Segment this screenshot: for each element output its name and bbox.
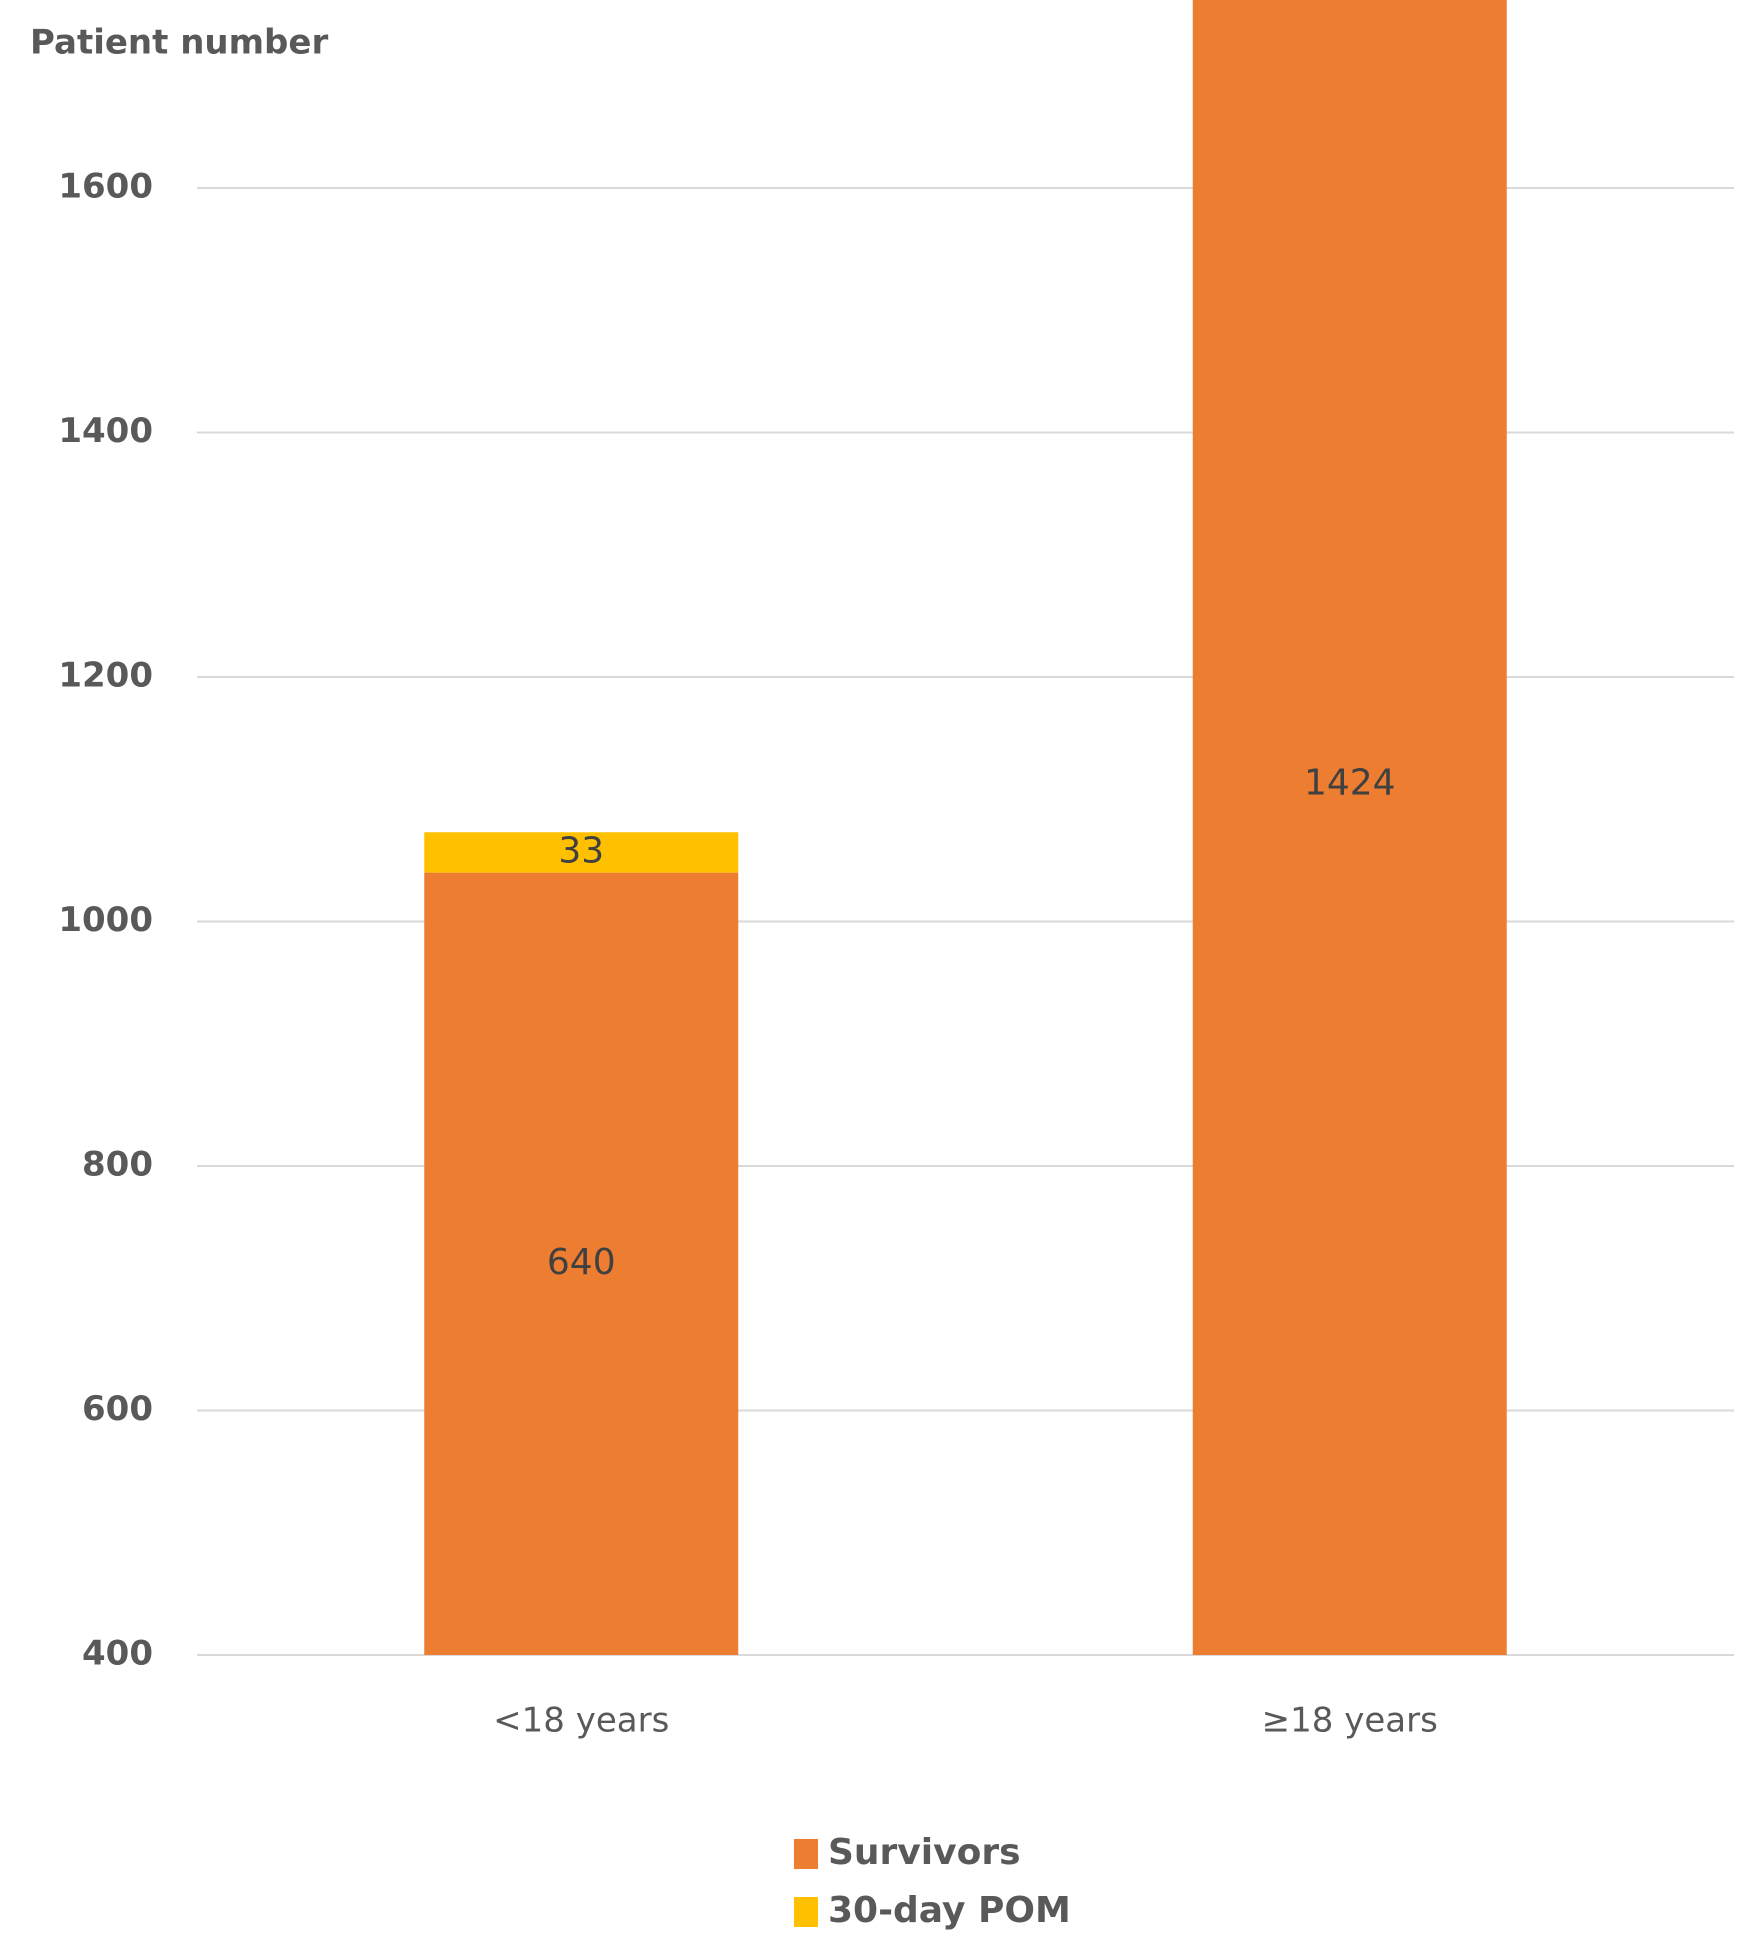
- bar-segment: [1192, 0, 1507, 1655]
- bar-segment: [424, 872, 739, 1655]
- y-tick-label: 1400: [58, 411, 153, 451]
- y-tick-label: 600: [82, 1389, 153, 1429]
- y-tick-label: 800: [82, 1145, 153, 1185]
- legend-swatch: [794, 1897, 818, 1927]
- x-tick-label: ≥18 years: [1262, 1701, 1438, 1741]
- bar-segment: [424, 832, 739, 873]
- y-axis-label: Patient number: [30, 23, 328, 63]
- data-label: 33: [558, 830, 604, 871]
- y-tick-label: 400: [82, 1634, 153, 1674]
- legend-swatch: [794, 1839, 818, 1869]
- x-tick-label: <18 years: [493, 1701, 669, 1741]
- y-tick-label: 1200: [58, 656, 153, 696]
- y-tick-label: 1600: [58, 167, 153, 207]
- y-tick-label: 1000: [58, 900, 153, 940]
- data-label: 640: [547, 1242, 616, 1283]
- legend-label: 30-day POM: [828, 1890, 1071, 1931]
- data-label: 1424: [1304, 763, 1396, 804]
- legend-label: Survivors: [828, 1832, 1021, 1873]
